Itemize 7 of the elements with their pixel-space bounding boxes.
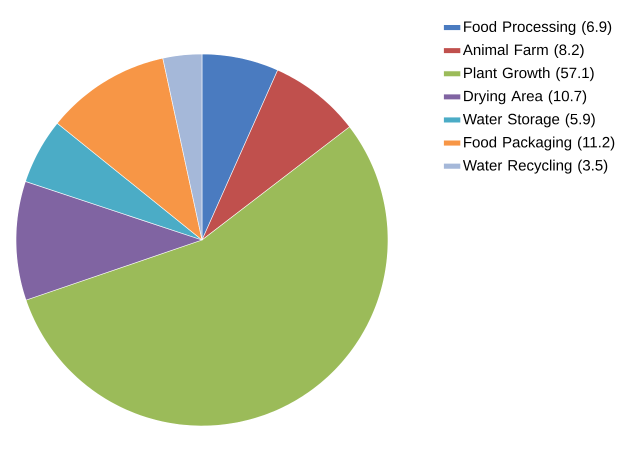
- legend-label: Water Storage (5.9): [462, 113, 595, 128]
- legend-label: Food Packaging (11.2): [464, 136, 614, 150]
- legend-label: Food Processing (6.9): [464, 20, 612, 35]
- legend-label: Animal Farm (8.2): [462, 44, 584, 58]
- legend-label: Water Recycling (3.5): [462, 160, 608, 174]
- legend-label: Drying Area (10.7): [464, 90, 586, 104]
- legend-label: Plant Growth (57.1): [464, 67, 594, 82]
